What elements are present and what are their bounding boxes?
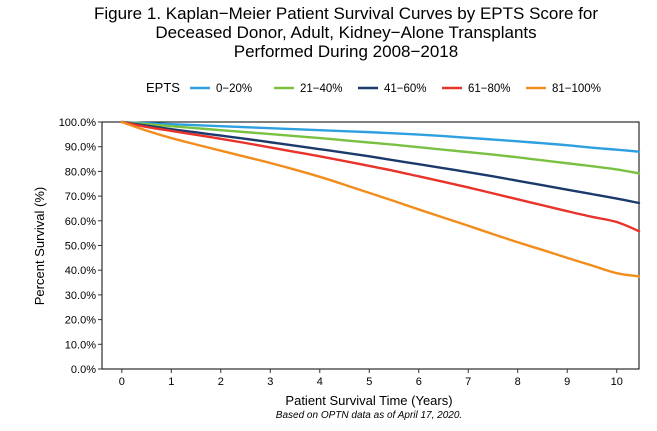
series-line-5 (120, 120, 641, 278)
x-tick-label: 10 (611, 376, 623, 388)
data-source-note: Based on OPTN data as of April 17, 2020. (276, 410, 462, 421)
y-axis: 0.0% 10.0% 20.0% 30.0% 40.0% 50.0% 60.0% 70.0% 8… (59, 117, 102, 376)
y-tick-label: 90.0% (65, 142, 96, 154)
x-tick-label: 5 (366, 376, 372, 388)
series-line-3 (120, 120, 641, 205)
x-tick-label: 9 (564, 376, 570, 388)
y-tick-label: 40.0% (65, 265, 96, 277)
y-tick-label: 80.0% (65, 166, 96, 178)
series-line-1 (120, 120, 641, 153)
legend-title: EPTS (146, 80, 180, 95)
legend-label: 0−20% (216, 83, 252, 95)
series-line-2 (120, 120, 641, 175)
y-tick-label: 30.0% (65, 290, 96, 302)
y-tick-label: 10.0% (65, 339, 96, 351)
x-axis: 0 1 2 3 4 5 6 7 8 9 10 (119, 369, 623, 388)
x-tick-label: 6 (416, 376, 422, 388)
chart-title: Figure 1. Kaplan−Meier Patient Survival … (94, 4, 598, 61)
legend-label: 81−100% (552, 83, 601, 95)
x-tick-label: 3 (267, 376, 273, 388)
plot-area (101, 120, 641, 370)
x-tick-label: 2 (218, 376, 224, 388)
legend-label: 21−40% (300, 83, 343, 95)
y-axis-label: Percent Survival (%) (32, 187, 47, 305)
y-tick-label: 50.0% (65, 241, 96, 253)
x-tick-label: 7 (465, 376, 471, 388)
x-tick-label: 1 (168, 376, 174, 388)
chart-title-line-2: Deceased Donor, Adult, Kidney−Alone Tran… (155, 23, 536, 42)
x-tick-label: 0 (119, 376, 125, 388)
plot-border (101, 121, 640, 370)
x-tick-label: 4 (317, 376, 323, 388)
legend-label: 61−80% (468, 83, 511, 95)
chart-title-line-3: Performed During 2008−2018 (234, 42, 458, 61)
y-tick-label: 0.0% (71, 364, 96, 376)
y-tick-label: 60.0% (65, 216, 96, 228)
legend: EPTS 0−20% 21−40% 41−60% 61−80% 81−100% (146, 80, 601, 95)
x-tick-label: 8 (515, 376, 521, 388)
series-line-4 (120, 120, 641, 233)
y-tick-label: 70.0% (65, 191, 96, 203)
y-tick-label: 20.0% (65, 315, 96, 327)
legend-label: 41−60% (384, 83, 427, 95)
x-axis-label: Patient Survival Time (Years) (285, 393, 452, 408)
y-tick-label: 100.0% (59, 117, 97, 129)
chart-title-line-1: Figure 1. Kaplan−Meier Patient Survival … (94, 4, 598, 23)
